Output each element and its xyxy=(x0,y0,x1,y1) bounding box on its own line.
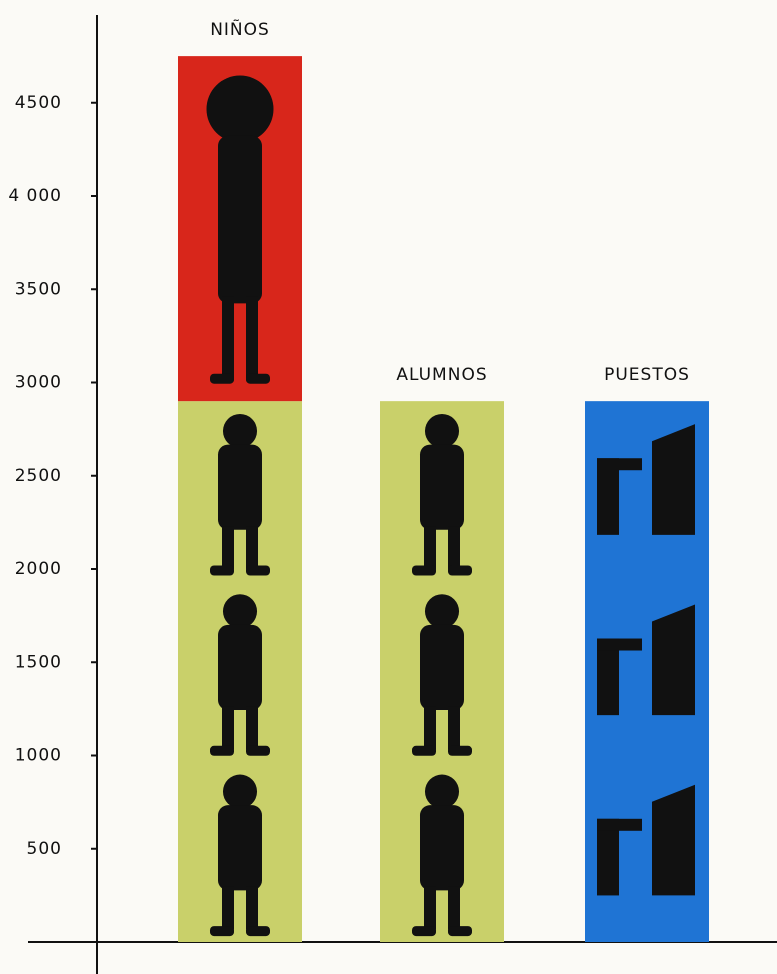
desk-shape xyxy=(597,458,642,470)
shoe xyxy=(412,566,436,576)
category-label: ALUMNOS xyxy=(396,365,487,385)
head xyxy=(223,414,257,448)
body xyxy=(218,625,262,710)
y-tick-label: 3000 xyxy=(15,373,62,393)
leg xyxy=(222,887,234,930)
shoe xyxy=(412,926,436,936)
y-tick-label: 2000 xyxy=(15,559,62,579)
leg xyxy=(448,887,460,930)
leg xyxy=(222,526,234,569)
shoe xyxy=(246,566,270,576)
shoe xyxy=(246,926,270,936)
desk-shape xyxy=(597,819,642,831)
desk-shape xyxy=(652,604,695,715)
body xyxy=(218,136,262,304)
desk-shape xyxy=(652,424,695,535)
head xyxy=(223,775,257,809)
shoe xyxy=(448,746,472,756)
chart: 500 1000 1500 2000 2500 3000 3500 4 000 4500 NIÑO… xyxy=(0,0,777,974)
body xyxy=(420,445,464,530)
leg xyxy=(246,297,258,381)
shoe xyxy=(210,926,234,936)
leg xyxy=(222,297,234,381)
category-label: PUESTOS xyxy=(604,365,690,385)
leg xyxy=(246,526,258,569)
body xyxy=(218,445,262,530)
leg xyxy=(448,707,460,750)
y-tick-label: 500 xyxy=(27,839,62,859)
y-tick-label: 1000 xyxy=(15,746,62,766)
leg xyxy=(448,526,460,569)
leg xyxy=(424,707,436,750)
y-tick-label: 2500 xyxy=(15,466,62,486)
shoe xyxy=(210,374,234,384)
y-tick-label: 3500 xyxy=(15,279,62,299)
leg xyxy=(246,887,258,930)
body xyxy=(420,805,464,890)
shoe xyxy=(246,374,270,384)
shoe xyxy=(448,926,472,936)
head xyxy=(425,594,459,628)
desk-shape xyxy=(652,785,695,896)
desk-shape xyxy=(597,639,642,651)
y-tick-label: 4500 xyxy=(15,93,62,113)
y-tick-label: 1500 xyxy=(15,652,62,672)
shoe xyxy=(412,746,436,756)
category-label: NIÑOS xyxy=(210,18,270,40)
shoe xyxy=(448,566,472,576)
leg xyxy=(424,526,436,569)
leg xyxy=(246,707,258,750)
shoe xyxy=(210,566,234,576)
head xyxy=(425,775,459,809)
shoe xyxy=(246,746,270,756)
head xyxy=(223,594,257,628)
y-tick-label: 4 000 xyxy=(8,186,62,206)
shoe xyxy=(210,746,234,756)
leg xyxy=(222,707,234,750)
body xyxy=(218,805,262,890)
leg xyxy=(424,887,436,930)
head xyxy=(206,76,273,143)
body xyxy=(420,625,464,710)
head xyxy=(425,414,459,448)
